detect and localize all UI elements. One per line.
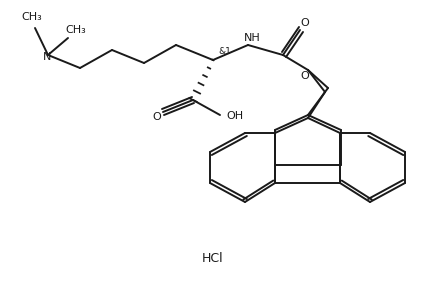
- Text: HCl: HCl: [202, 251, 224, 265]
- Text: &1: &1: [218, 48, 231, 57]
- Text: NH: NH: [244, 33, 261, 43]
- Text: O: O: [300, 18, 309, 28]
- Text: OH: OH: [227, 111, 244, 121]
- Text: O: O: [153, 112, 162, 122]
- Text: N: N: [43, 52, 51, 62]
- Text: CH₃: CH₃: [65, 25, 86, 35]
- Text: CH₃: CH₃: [22, 12, 42, 22]
- Text: O: O: [300, 71, 309, 81]
